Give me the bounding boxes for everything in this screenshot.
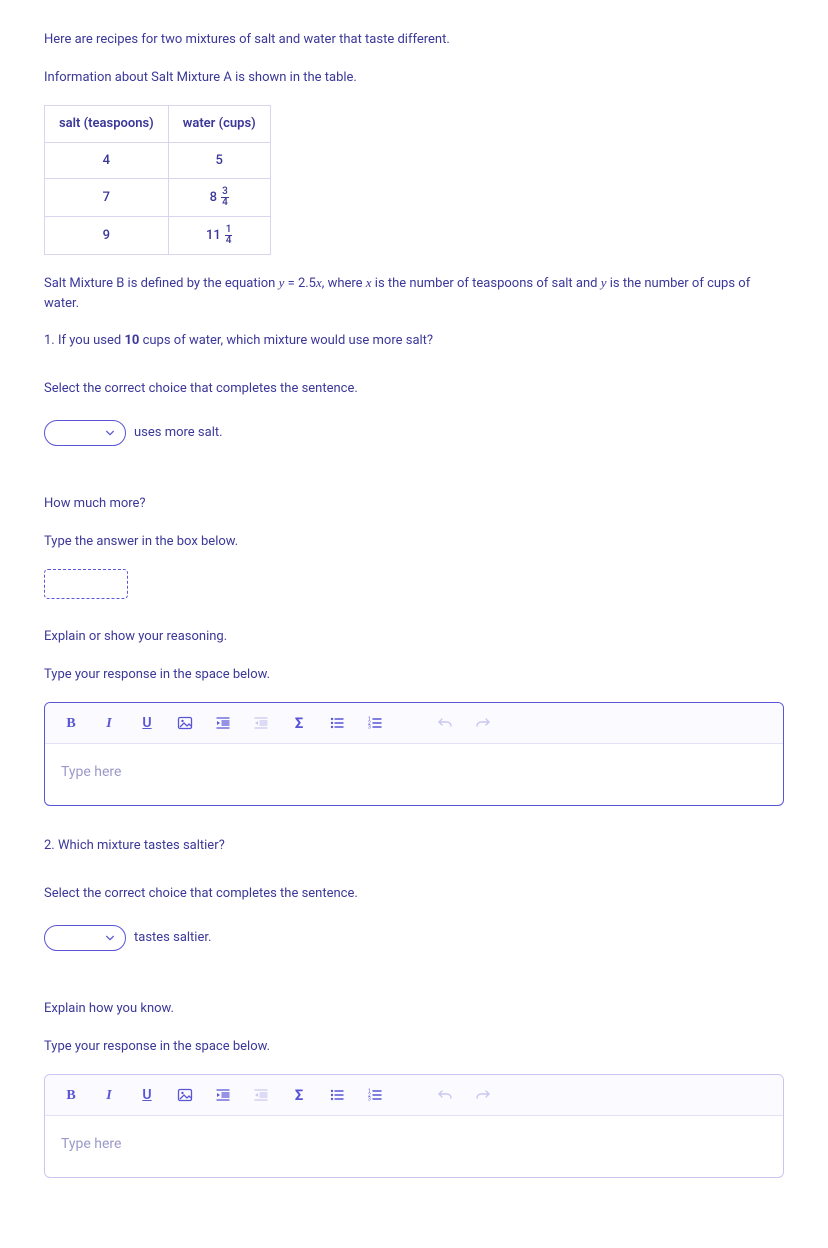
equation-button[interactable]: Σ — [289, 1085, 309, 1105]
bold-button[interactable]: B — [61, 1085, 81, 1105]
table-cell: 5 — [168, 142, 270, 179]
outdent-icon[interactable] — [251, 1085, 271, 1105]
bold-button[interactable]: B — [61, 713, 81, 733]
q1-select-instruction: Select the correct choice that completes… — [44, 379, 784, 399]
q1-prefix: 1. If you used — [44, 333, 124, 348]
col-water: water (cups) — [168, 106, 270, 143]
equation-line: Salt Mixture B is defined by the equatio… — [44, 273, 784, 313]
q1-amount-input[interactable] — [44, 569, 128, 599]
redo-icon[interactable] — [473, 713, 493, 733]
table-cell: 1114 — [168, 217, 270, 255]
q1-toolbar: B I U Σ 123 — [45, 703, 783, 744]
q2-toolbar: B I U Σ 123 — [45, 1075, 783, 1116]
q1-how-much-more: How much more? — [44, 494, 784, 514]
q1-explain-sub: Type your response in the space below. — [44, 665, 784, 685]
eq-eq: = — [284, 276, 298, 291]
q1-select-row: uses more salt. — [44, 420, 223, 446]
redo-icon[interactable] — [473, 1085, 493, 1105]
italic-button[interactable]: I — [99, 713, 119, 733]
indent-icon[interactable] — [213, 713, 233, 733]
svg-text:3: 3 — [368, 725, 371, 731]
q1-ten: 10 — [124, 333, 139, 348]
eq-xdesc: is the number of teaspoons of salt and — [372, 276, 601, 291]
intro-line-2: Information about Salt Mixture A is show… — [44, 68, 784, 88]
col-salt: salt (teaspoons) — [45, 106, 169, 143]
q1-editor-textarea[interactable]: Type here — [45, 744, 783, 805]
q2-mixture-select[interactable] — [44, 925, 126, 951]
q2-select-suffix: tastes saltier. — [134, 928, 211, 948]
image-icon[interactable] — [175, 713, 195, 733]
underline-button[interactable]: U — [137, 713, 157, 733]
bullet-list-icon[interactable] — [327, 713, 347, 733]
mixture-a-table: salt (teaspoons) water (cups) 4578349111… — [44, 105, 271, 255]
chevron-down-icon — [105, 933, 115, 943]
numbered-list-icon[interactable]: 123 — [365, 1085, 385, 1105]
q2-prompt: 2. Which mixture tastes saltier? — [44, 836, 784, 856]
indent-icon[interactable] — [213, 1085, 233, 1105]
q2-select-instruction: Select the correct choice that completes… — [44, 884, 784, 904]
bullet-list-icon[interactable] — [327, 1085, 347, 1105]
chevron-down-icon — [105, 428, 115, 438]
eq-mid: , where — [322, 276, 366, 291]
outdent-icon[interactable] — [251, 713, 271, 733]
table-row: 45 — [45, 142, 271, 179]
image-icon[interactable] — [175, 1085, 195, 1105]
q2-editor-textarea[interactable]: Type here — [45, 1116, 783, 1177]
page-container: Here are recipes for two mixtures of sal… — [0, 0, 828, 1248]
undo-icon[interactable] — [435, 713, 455, 733]
underline-button[interactable]: U — [137, 1085, 157, 1105]
undo-icon[interactable] — [435, 1085, 455, 1105]
q1-prompt: 1. If you used 10 cups of water, which m… — [44, 331, 784, 351]
q1-editor: B I U Σ 123 — [44, 702, 784, 806]
q2-editor: B I U Σ 123 — [44, 1074, 784, 1178]
table-row: 91114 — [45, 217, 271, 255]
table-header-row: salt (teaspoons) water (cups) — [45, 106, 271, 143]
table-row: 7834 — [45, 179, 271, 217]
svg-text:3: 3 — [368, 1097, 371, 1103]
table-cell: 9 — [45, 217, 169, 255]
table-cell: 7 — [45, 179, 169, 217]
eq-prefix: Salt Mixture B is defined by the equatio… — [44, 276, 279, 291]
eq-coef: 2.5 — [298, 276, 316, 291]
q1-select-suffix: uses more salt. — [134, 423, 223, 443]
table-cell: 4 — [45, 142, 169, 179]
q1-suffix: cups of water, which mixture would use m… — [139, 333, 433, 348]
q1-mixture-select[interactable] — [44, 420, 126, 446]
q1-type-box-instruction: Type the answer in the box below. — [44, 532, 784, 552]
q2-select-row: tastes saltier. — [44, 925, 211, 951]
table-cell: 834 — [168, 179, 270, 217]
numbered-list-icon[interactable]: 123 — [365, 713, 385, 733]
q2-explain-sub: Type your response in the space below. — [44, 1037, 784, 1057]
q2-explain-title: Explain how you know. — [44, 999, 784, 1019]
italic-button[interactable]: I — [99, 1085, 119, 1105]
q1-explain-title: Explain or show your reasoning. — [44, 627, 784, 647]
intro-line-1: Here are recipes for two mixtures of sal… — [44, 30, 784, 50]
equation-button[interactable]: Σ — [289, 713, 309, 733]
